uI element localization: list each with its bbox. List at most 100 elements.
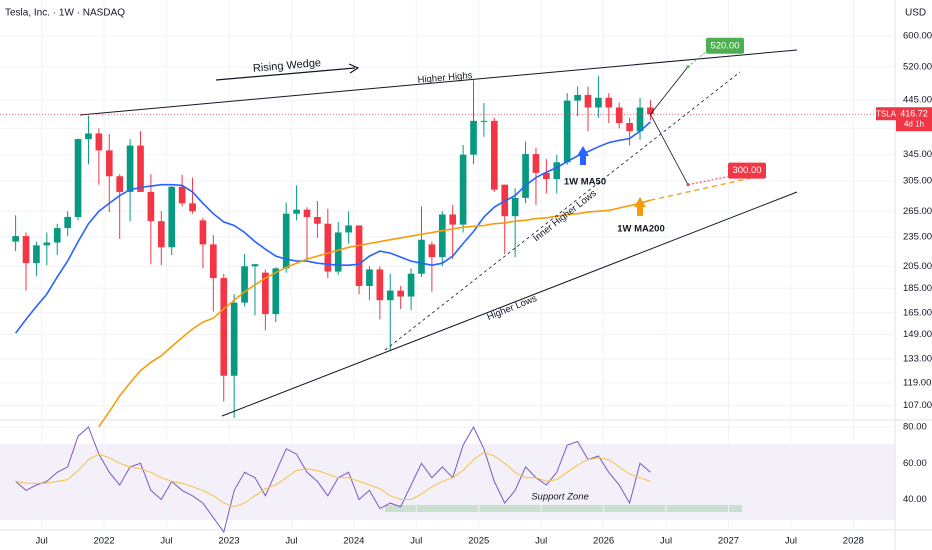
x-tick-label: Jul <box>785 536 797 547</box>
ma200-projection <box>650 177 751 201</box>
candle-body <box>210 244 217 279</box>
candle-body <box>438 214 446 258</box>
candle-body <box>282 213 290 269</box>
y-tick-label: 149.00 <box>903 329 932 340</box>
moving-average <box>14 121 651 334</box>
rising-wedge-label: Rising Wedge <box>252 57 321 75</box>
candle-body <box>137 145 144 192</box>
candle-body <box>449 214 457 225</box>
ma50-label: 1W MA50 <box>564 177 606 188</box>
candle-body <box>522 154 529 198</box>
ma50-arrow <box>577 146 589 165</box>
y-tick-label: 185.00 <box>903 283 932 294</box>
candle-body <box>407 273 415 297</box>
plot <box>12 76 654 534</box>
candle-body <box>595 97 602 108</box>
candle-body <box>241 266 248 303</box>
x-tick-label: Jul <box>160 536 172 547</box>
y-tick-label: 133.00 <box>903 354 932 365</box>
target-arrow <box>650 114 689 185</box>
y-tick-label: 520.00 <box>903 61 932 72</box>
y-tick-label: 40.00 <box>903 494 927 505</box>
candle-body <box>147 191 155 222</box>
candle-body <box>511 197 519 217</box>
ma200-arrow <box>634 197 646 216</box>
candle-body <box>345 225 352 233</box>
y-tick-label: 265.00 <box>903 206 932 217</box>
y-tick-label: 345.00 <box>903 149 932 160</box>
target-label: 520.00 <box>710 40 739 51</box>
target-label: 300.00 <box>732 165 761 176</box>
y-tick-label: 60.00 <box>903 458 927 469</box>
candle-body <box>105 150 113 177</box>
x-tick-label: Jul <box>410 536 422 547</box>
target-box <box>728 162 766 179</box>
x-tick-label: 2024 <box>343 536 364 547</box>
candle-body <box>293 209 300 214</box>
y-tick-label: 445.00 <box>903 95 932 106</box>
x-tick-label: 2028 <box>843 536 864 547</box>
candle-body <box>563 100 571 163</box>
x-tick-label: 2027 <box>718 536 739 547</box>
ma200-label: 1W MA200 <box>617 224 665 235</box>
candle-body <box>470 120 477 155</box>
candle-body <box>53 228 61 243</box>
countdown-label: 4d 1h <box>904 119 924 128</box>
candle-body <box>605 97 613 108</box>
x-tick-label: 2022 <box>93 536 114 547</box>
x-tick-label: 2025 <box>468 536 489 547</box>
candle-body <box>220 278 228 376</box>
candle-body <box>418 239 425 274</box>
candle-body <box>334 232 342 272</box>
wedge-arrow-head <box>348 63 360 74</box>
candle-body <box>324 223 332 272</box>
support-zone-band <box>385 505 742 512</box>
target-arrow <box>650 66 689 115</box>
candle-body <box>230 302 238 376</box>
candle-body <box>95 133 103 151</box>
candle-body <box>428 244 436 258</box>
wedge-arrow <box>215 67 356 81</box>
target-box <box>706 37 744 54</box>
symbol-box <box>876 107 896 121</box>
candle-body <box>459 154 467 225</box>
higher-highs-label: Higher Highs <box>417 70 473 86</box>
candle-body <box>543 172 550 180</box>
moving-average <box>98 199 651 428</box>
grid <box>0 0 895 530</box>
y-tick-label: 205.00 <box>903 261 932 272</box>
candle-body <box>314 216 321 224</box>
x-tick-label: Jul <box>660 536 672 547</box>
rsi-line <box>15 451 651 508</box>
y-tick-label: 80.00 <box>903 422 927 433</box>
y-tick-label: 235.00 <box>903 232 932 243</box>
candle-body <box>355 225 363 286</box>
candle-body <box>189 203 196 212</box>
x-tick-label: Jul <box>36 536 48 547</box>
candle-body <box>366 269 373 286</box>
candle-body <box>64 216 71 229</box>
candle-body <box>178 186 186 204</box>
candle-body <box>74 139 82 217</box>
wedge-upper-line <box>79 49 798 116</box>
candle-body <box>168 186 176 248</box>
candle-body <box>376 269 384 301</box>
candle-body <box>85 133 92 140</box>
x-tick-label: 2026 <box>593 536 614 547</box>
last-price-label: 416.72 <box>900 109 928 119</box>
candle-body <box>491 120 498 190</box>
target-connector <box>687 176 729 186</box>
y-tick-label: 305.00 <box>903 176 932 187</box>
candle-body <box>615 107 623 123</box>
y-tick-label: 165.00 <box>903 307 932 318</box>
rsi-line <box>15 426 651 534</box>
candle-body <box>636 107 644 132</box>
candle-body <box>386 290 394 301</box>
candle-body <box>157 221 165 248</box>
candle-body <box>584 94 592 108</box>
symbol-label: TSLA <box>876 109 897 118</box>
candle-body <box>480 120 488 122</box>
x-tick-label: Jul <box>535 536 547 547</box>
y-tick-label: 600.00 <box>903 31 932 42</box>
